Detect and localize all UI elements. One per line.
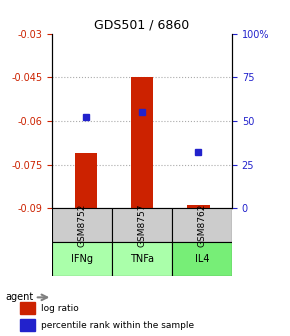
FancyBboxPatch shape xyxy=(112,242,172,276)
Text: GSM8752: GSM8752 xyxy=(78,203,87,247)
Bar xyxy=(20,319,35,331)
Title: GDS501 / 6860: GDS501 / 6860 xyxy=(95,18,190,31)
Bar xyxy=(20,302,35,314)
FancyBboxPatch shape xyxy=(172,242,232,276)
Bar xyxy=(131,77,153,208)
Text: IFNg: IFNg xyxy=(71,254,93,264)
Text: IL4: IL4 xyxy=(195,254,209,264)
Text: GSM8757: GSM8757 xyxy=(137,203,147,247)
Text: TNFa: TNFa xyxy=(130,254,154,264)
Text: agent: agent xyxy=(6,292,34,302)
Text: GSM8762: GSM8762 xyxy=(197,203,206,247)
Bar xyxy=(75,153,97,208)
FancyBboxPatch shape xyxy=(112,208,172,242)
Text: log ratio: log ratio xyxy=(41,304,78,313)
Text: percentile rank within the sample: percentile rank within the sample xyxy=(41,321,194,330)
FancyBboxPatch shape xyxy=(172,208,232,242)
FancyBboxPatch shape xyxy=(52,208,112,242)
Bar xyxy=(187,205,210,208)
FancyBboxPatch shape xyxy=(52,242,112,276)
